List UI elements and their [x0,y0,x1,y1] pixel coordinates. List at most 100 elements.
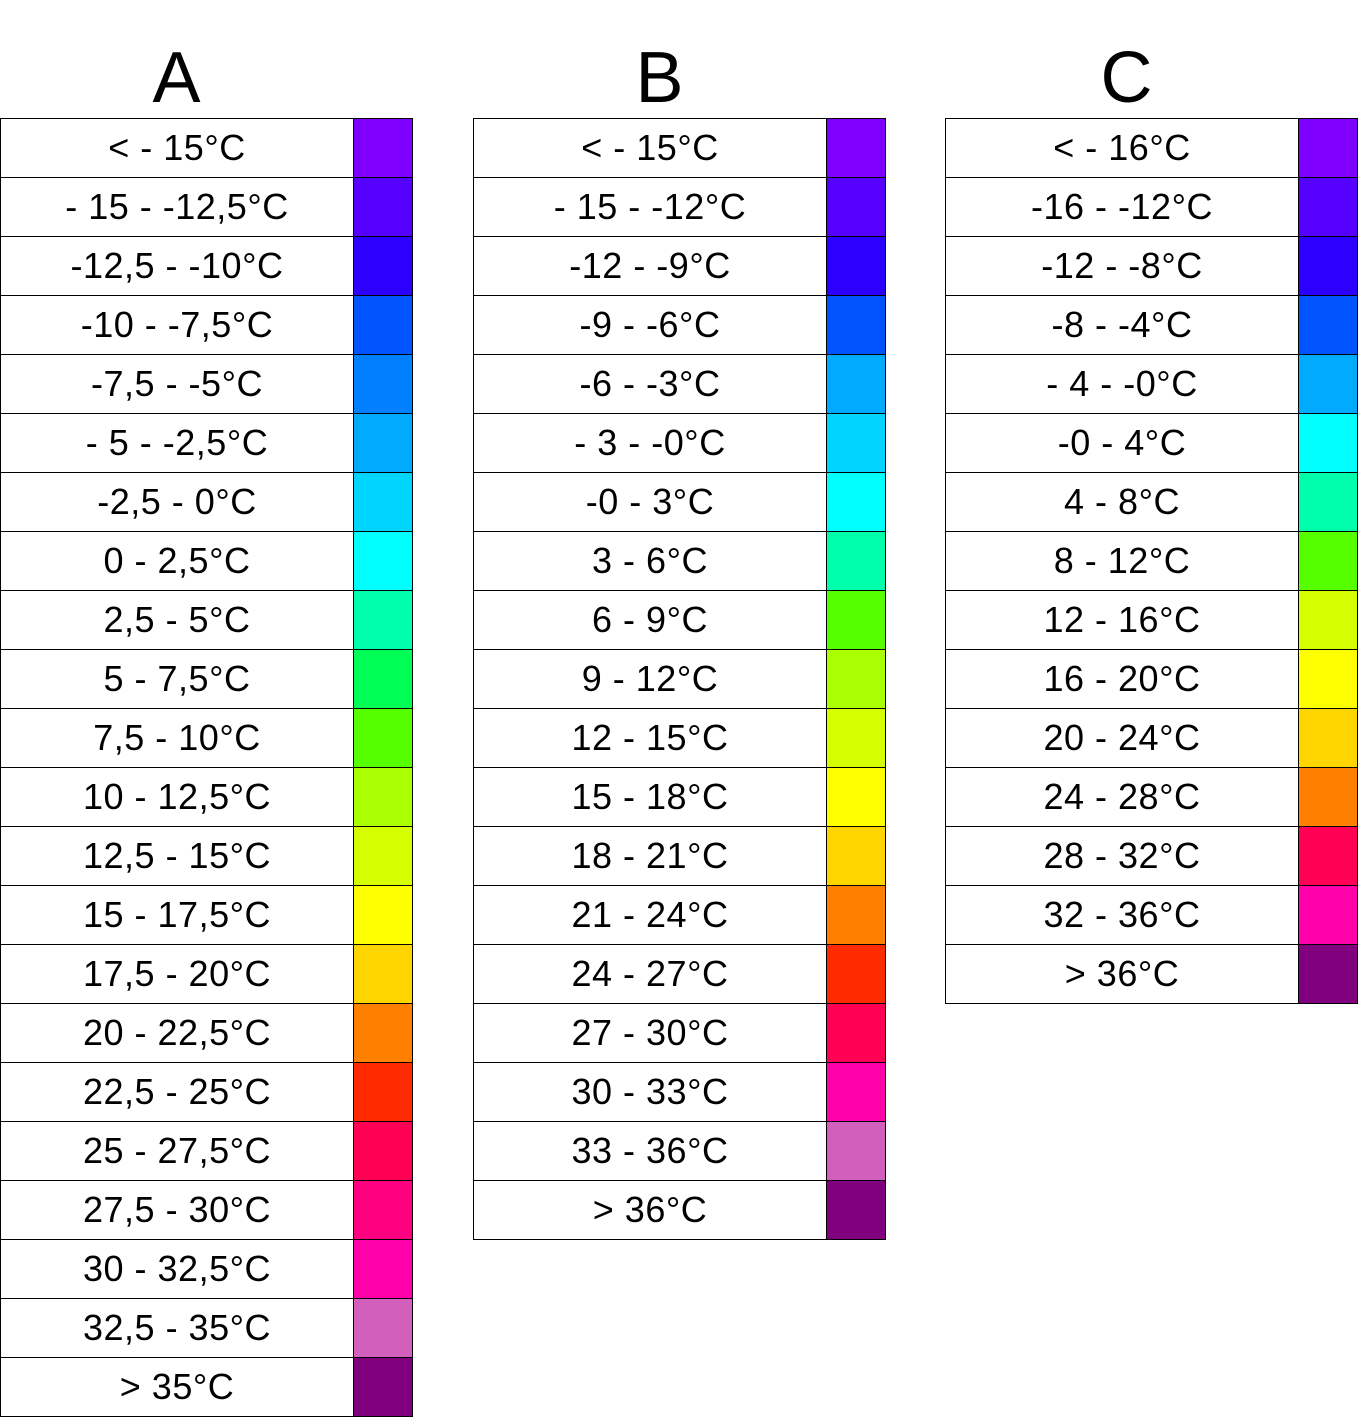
legend-table: < - 15°C - 15 - -12°C -12 - -9°C -9 - -6°C -… [473,118,886,1240]
legend-row: > 36°C [946,945,1358,1004]
legend-label: 9 - 12°C [474,650,827,708]
legend-label: 7,5 - 10°C [1,709,354,767]
legend-row: 7,5 - 10°C [1,709,413,768]
color-swatch [354,178,413,236]
legend-row: 21 - 24°C [474,886,886,945]
legend-label: 24 - 27°C [474,945,827,1003]
color-swatch [827,355,886,413]
legend-row: 15 - 17,5°C [1,886,413,945]
legend-label: 12 - 16°C [946,591,1299,649]
legend-label: -7,5 - -5°C [1,355,354,413]
legend-label: 5 - 7,5°C [1,650,354,708]
color-swatch [1299,473,1358,531]
color-swatch [354,1358,413,1416]
legend-row: - 15 - -12°C [474,178,886,237]
legend-label: 32,5 - 35°C [1,1299,354,1357]
legend-label: 30 - 33°C [474,1063,827,1121]
legend-label: 15 - 18°C [474,768,827,826]
legend-row: -0 - 4°C [946,414,1358,473]
legend-label: -12,5 - -10°C [1,237,354,295]
legend-label: 18 - 21°C [474,827,827,885]
legend-label: - 15 - -12,5°C [1,178,354,236]
legend-table: < - 15°C - 15 - -12,5°C -12,5 - -10°C -10 -… [0,118,413,1417]
legend-label: - 5 - -2,5°C [1,414,354,472]
color-swatch [1299,119,1358,177]
legend-label: -12 - -8°C [946,237,1299,295]
color-swatch [354,768,413,826]
color-swatch [354,945,413,1003]
legend-label: 33 - 36°C [474,1122,827,1180]
legend-label: -12 - -9°C [474,237,827,295]
legend-label: 27,5 - 30°C [1,1181,354,1239]
legend-label: - 4 - -0°C [946,355,1299,413]
color-swatch [1299,414,1358,472]
color-swatch [827,119,886,177]
legend-row: 6 - 9°C [474,591,886,650]
color-swatch [827,886,886,944]
legend-row: 20 - 22,5°C [1,1004,413,1063]
legend-row: 32,5 - 35°C [1,1299,413,1358]
color-swatch [354,827,413,885]
legend-row: -9 - -6°C [474,296,886,355]
legend-label: - 15 - -12°C [474,178,827,236]
color-swatch [1299,178,1358,236]
color-swatch [827,827,886,885]
legend-label: 20 - 24°C [946,709,1299,767]
legend-label: 8 - 12°C [946,532,1299,590]
legend-row: - 5 - -2,5°C [1,414,413,473]
legend-row: 8 - 12°C [946,532,1358,591]
legend-row: 28 - 32°C [946,827,1358,886]
color-swatch [354,1181,413,1239]
legend-label: < - 15°C [1,119,354,177]
color-swatch [354,237,413,295]
color-swatch [827,414,886,472]
legend-row: -10 - -7,5°C [1,296,413,355]
color-swatch [354,1063,413,1121]
color-swatch [827,1063,886,1121]
color-swatch [827,473,886,531]
legend-label: 32 - 36°C [946,886,1299,944]
legend-row: < - 15°C [474,119,886,178]
color-swatch [827,591,886,649]
legend-row: -2,5 - 0°C [1,473,413,532]
color-swatch [827,1181,886,1239]
legend-row: - 4 - -0°C [946,355,1358,414]
legend-row: > 35°C [1,1358,413,1417]
legend-row: 18 - 21°C [474,827,886,886]
legend-row: 27 - 30°C [474,1004,886,1063]
color-swatch [827,1122,886,1180]
color-swatch [1299,945,1358,1003]
legend-label: 16 - 20°C [946,650,1299,708]
color-swatch [827,650,886,708]
color-swatch [827,768,886,826]
color-swatch [354,414,413,472]
legend-row: -12,5 - -10°C [1,237,413,296]
legend-row: - 15 - -12,5°C [1,178,413,237]
legend-label: 27 - 30°C [474,1004,827,1062]
legend-label: 3 - 6°C [474,532,827,590]
color-swatch [354,650,413,708]
legend-row: 17,5 - 20°C [1,945,413,1004]
legend-row: 15 - 18°C [474,768,886,827]
legend-row: -12 - -9°C [474,237,886,296]
color-swatch [827,945,886,1003]
legend-label: 12,5 - 15°C [1,827,354,885]
legend-label: -6 - -3°C [474,355,827,413]
legend-label: -8 - -4°C [946,296,1299,354]
color-swatch [354,296,413,354]
legend-label: 21 - 24°C [474,886,827,944]
legend-row: -16 - -12°C [946,178,1358,237]
legend-row: 25 - 27,5°C [1,1122,413,1181]
color-swatch [354,591,413,649]
color-swatch [354,473,413,531]
legend-row: -7,5 - -5°C [1,355,413,414]
legend-label: 28 - 32°C [946,827,1299,885]
legend-row: -8 - -4°C [946,296,1358,355]
legend-label: < - 15°C [474,119,827,177]
legend-row: -12 - -8°C [946,237,1358,296]
legend-row: 5 - 7,5°C [1,650,413,709]
legend-row: 30 - 32,5°C [1,1240,413,1299]
color-swatch [1299,296,1358,354]
legend-row: > 36°C [474,1181,886,1240]
legend-row: 22,5 - 25°C [1,1063,413,1122]
